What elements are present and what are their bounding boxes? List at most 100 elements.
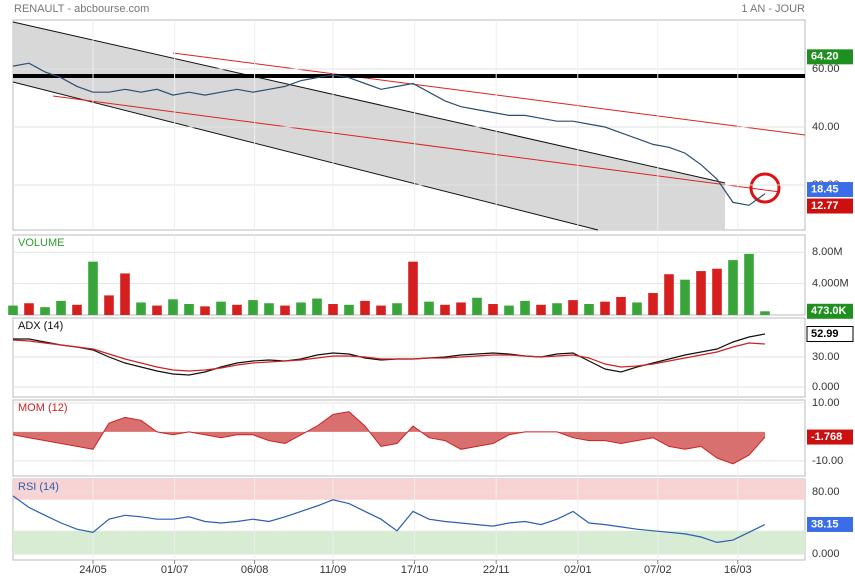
value-badge [807, 516, 853, 532]
x-tick-label: 16/03 [724, 564, 752, 576]
value-badge-label: 18.45 [811, 183, 839, 195]
value-badge-label: 52.99 [811, 328, 839, 340]
y-tick-label: 0.000 [812, 548, 840, 560]
volume-bar [104, 295, 114, 315]
volume-bar [600, 301, 610, 315]
band [13, 530, 805, 555]
volume-bar [392, 303, 402, 315]
volume-bar [136, 302, 146, 315]
volume-bar [88, 261, 98, 315]
volume-bar [24, 303, 34, 315]
volume-bar [616, 296, 626, 315]
value-badge [807, 303, 853, 319]
value-badge [806, 326, 854, 343]
volume-bar [184, 304, 194, 315]
volume-bar [264, 303, 274, 315]
x-tick-label: 01/07 [161, 564, 189, 576]
x-tick-label: 06/08 [241, 564, 269, 576]
volume-bar [760, 311, 770, 315]
value-badge-label: 473.0K [811, 305, 847, 317]
y-tick-label: 4.000M [812, 278, 849, 290]
area-fill [13, 411, 765, 464]
series-line [12, 339, 766, 372]
series-line [12, 62, 766, 206]
volume-bar [680, 279, 690, 315]
band [13, 479, 805, 500]
volume-bar [648, 293, 658, 315]
volume-bar [40, 307, 50, 315]
volume-bar [440, 304, 450, 315]
y-tick-label: 8.00M [812, 246, 843, 258]
volume-bar [488, 304, 498, 315]
area-line [12, 411, 766, 465]
value-badge-label: 12.77 [811, 200, 839, 212]
volume-bar [728, 260, 738, 315]
volume-bar [120, 273, 130, 315]
volume-bar [296, 302, 306, 315]
volume-bar [632, 302, 642, 315]
volume-bar [280, 305, 290, 315]
volume-bar [56, 300, 66, 315]
trend-line [172, 52, 806, 136]
volume-bar [568, 300, 578, 315]
x-tick-label: 11/09 [320, 564, 347, 576]
value-badge [807, 198, 853, 214]
x-tick-label: 07/02 [644, 564, 672, 576]
value-badge-label: -1.768 [811, 431, 842, 443]
volume-bar [312, 298, 322, 315]
volume-bar [328, 304, 338, 315]
volume-bar [712, 268, 722, 315]
value-badge-label: 64.20 [811, 51, 839, 63]
y-tick-label: 40.00 [812, 121, 840, 133]
x-tick-label: 02/01 [564, 564, 592, 576]
value-badge [807, 182, 853, 198]
x-tick-label: 17/10 [401, 564, 429, 576]
series-line [12, 495, 766, 544]
volume-bar [200, 306, 210, 315]
y-tick-label: 10.00 [812, 397, 840, 409]
y-tick-label: 60.00 [812, 63, 840, 75]
y-tick-label: -10.00 [812, 455, 843, 467]
volume-bar [152, 305, 162, 315]
value-badge [807, 429, 853, 445]
value-badge [807, 49, 853, 65]
y-tick-label: 80.00 [812, 486, 840, 498]
volume-bar [664, 274, 674, 315]
volume-bar [520, 300, 530, 315]
x-tick-label: 22/11 [483, 564, 510, 576]
volume-bar [456, 302, 466, 315]
volume-bar [424, 301, 434, 315]
value-badge-label: 38.15 [811, 518, 839, 530]
panel-title: VOLUME [18, 237, 64, 249]
panel-title: RSI (14) [18, 481, 59, 493]
volume-bar [408, 261, 418, 315]
panel-title: ADX (14) [18, 320, 63, 332]
volume-bar [504, 305, 514, 315]
channel-top [12, 21, 726, 184]
volume-bar [248, 300, 258, 315]
highlight-circle [749, 172, 781, 204]
volume-bar [232, 304, 242, 315]
panel-title: MOM (12) [18, 402, 68, 414]
volume-bar [344, 304, 354, 315]
volume-bar [376, 305, 386, 315]
volume-bar [360, 300, 370, 315]
volume-bar [216, 301, 226, 315]
volume-bar [552, 303, 562, 315]
volume-bar [168, 299, 178, 315]
volume-bar [584, 304, 594, 315]
y-tick-label: 30.00 [812, 351, 840, 363]
y-tick-label: 0.000 [812, 381, 840, 393]
chart-title: RENAULT - abcbourse.com [14, 3, 149, 15]
volume-bar [696, 271, 706, 315]
volume-bar [72, 304, 82, 315]
volume-bar [744, 253, 754, 315]
volume-bar [536, 304, 546, 315]
x-tick-label: 24/05 [79, 564, 107, 576]
volume-bar [8, 305, 18, 315]
volume-bar [472, 297, 482, 315]
period-label: 1 AN - JOUR [741, 3, 805, 15]
channel-bottom [12, 81, 599, 231]
